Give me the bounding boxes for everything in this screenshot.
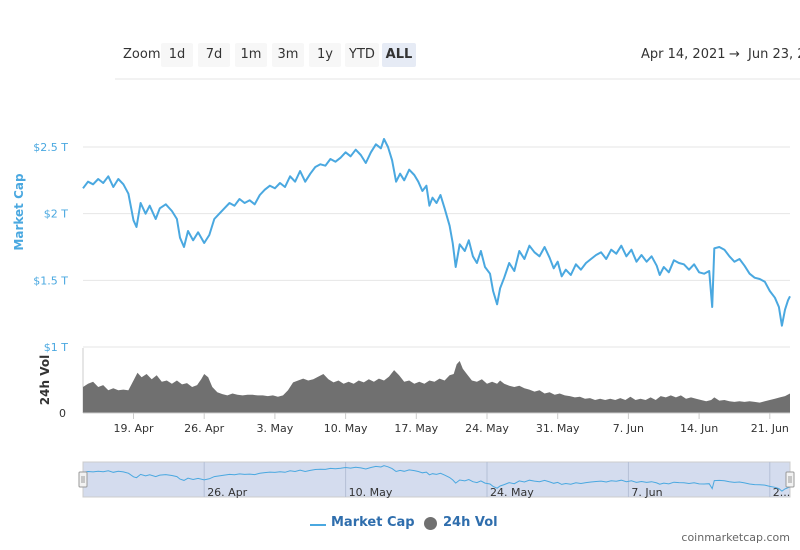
x-tick-label: 31. May <box>536 422 580 435</box>
zoom-7d-button[interactable]: 7d <box>198 43 230 67</box>
navigator-right-handle[interactable] <box>785 471 795 488</box>
x-tick-label: 10. May <box>324 422 368 435</box>
x-tick-label: 17. May <box>394 422 438 435</box>
navigator-tick-label: 10. May <box>349 486 393 499</box>
range-arrow: → <box>729 47 740 62</box>
volume-tick-label: 0 <box>59 407 66 420</box>
zoom-ytd-button[interactable]: YTD <box>345 43 379 67</box>
x-tick-label: 21. Jun <box>751 422 789 435</box>
navigator-series-line <box>82 465 791 492</box>
zoom-1y-button[interactable]: 1y <box>309 43 341 67</box>
navigator-tick-label: 24. May <box>490 486 534 499</box>
zoom-label: Zoom <box>123 47 161 62</box>
volume-area-series <box>83 361 790 413</box>
zoom-1m-button[interactable]: 1m <box>235 43 267 67</box>
market-cap-legend-line-icon <box>310 524 326 526</box>
x-tick-label: 19. Apr <box>113 422 153 435</box>
navigator-tick-label: 2... <box>773 486 791 499</box>
zoom-1d-button[interactable]: 1d <box>161 43 193 67</box>
y-axis-title-volume: 24h Vol <box>38 355 52 405</box>
x-tick-label: 14. Jun <box>680 422 718 435</box>
navigator-tick-label: 7. Jun <box>631 486 662 499</box>
x-tick-label: 26. Apr <box>184 422 224 435</box>
zoom-3m-button[interactable]: 3m <box>272 43 304 67</box>
volume-legend-dot-icon <box>424 517 437 530</box>
legend-market-cap[interactable]: Market Cap <box>331 515 415 530</box>
range-from-date[interactable]: Apr 14, 2021 <box>641 47 726 62</box>
y-axis-title-market-cap: Market Cap <box>12 173 26 251</box>
y-tick-label: $1 T <box>44 341 68 354</box>
legend-24h-vol[interactable]: 24h Vol <box>443 515 498 530</box>
x-tick-label: 7. Jun <box>613 422 644 435</box>
x-tick-label: 3. May <box>257 422 294 435</box>
zoom-all-button[interactable]: ALL <box>382 43 416 67</box>
market-cap-line-series <box>82 138 791 327</box>
y-tick-label: $2.5 T <box>33 141 68 154</box>
y-tick-label: $1.5 T <box>33 274 68 287</box>
navigator-left-handle[interactable] <box>78 471 88 488</box>
range-to-date[interactable]: Jun 23, 2 <box>748 47 800 62</box>
navigator-selection <box>82 461 791 498</box>
source-credit[interactable]: coinmarketcap.com <box>681 531 790 544</box>
y-tick-label: $2 T <box>44 208 68 221</box>
x-tick-label: 24. May <box>465 422 509 435</box>
chart-legend: Market Cap 24h Vol <box>0 515 800 535</box>
navigator-tick-label: 26. Apr <box>207 486 247 499</box>
